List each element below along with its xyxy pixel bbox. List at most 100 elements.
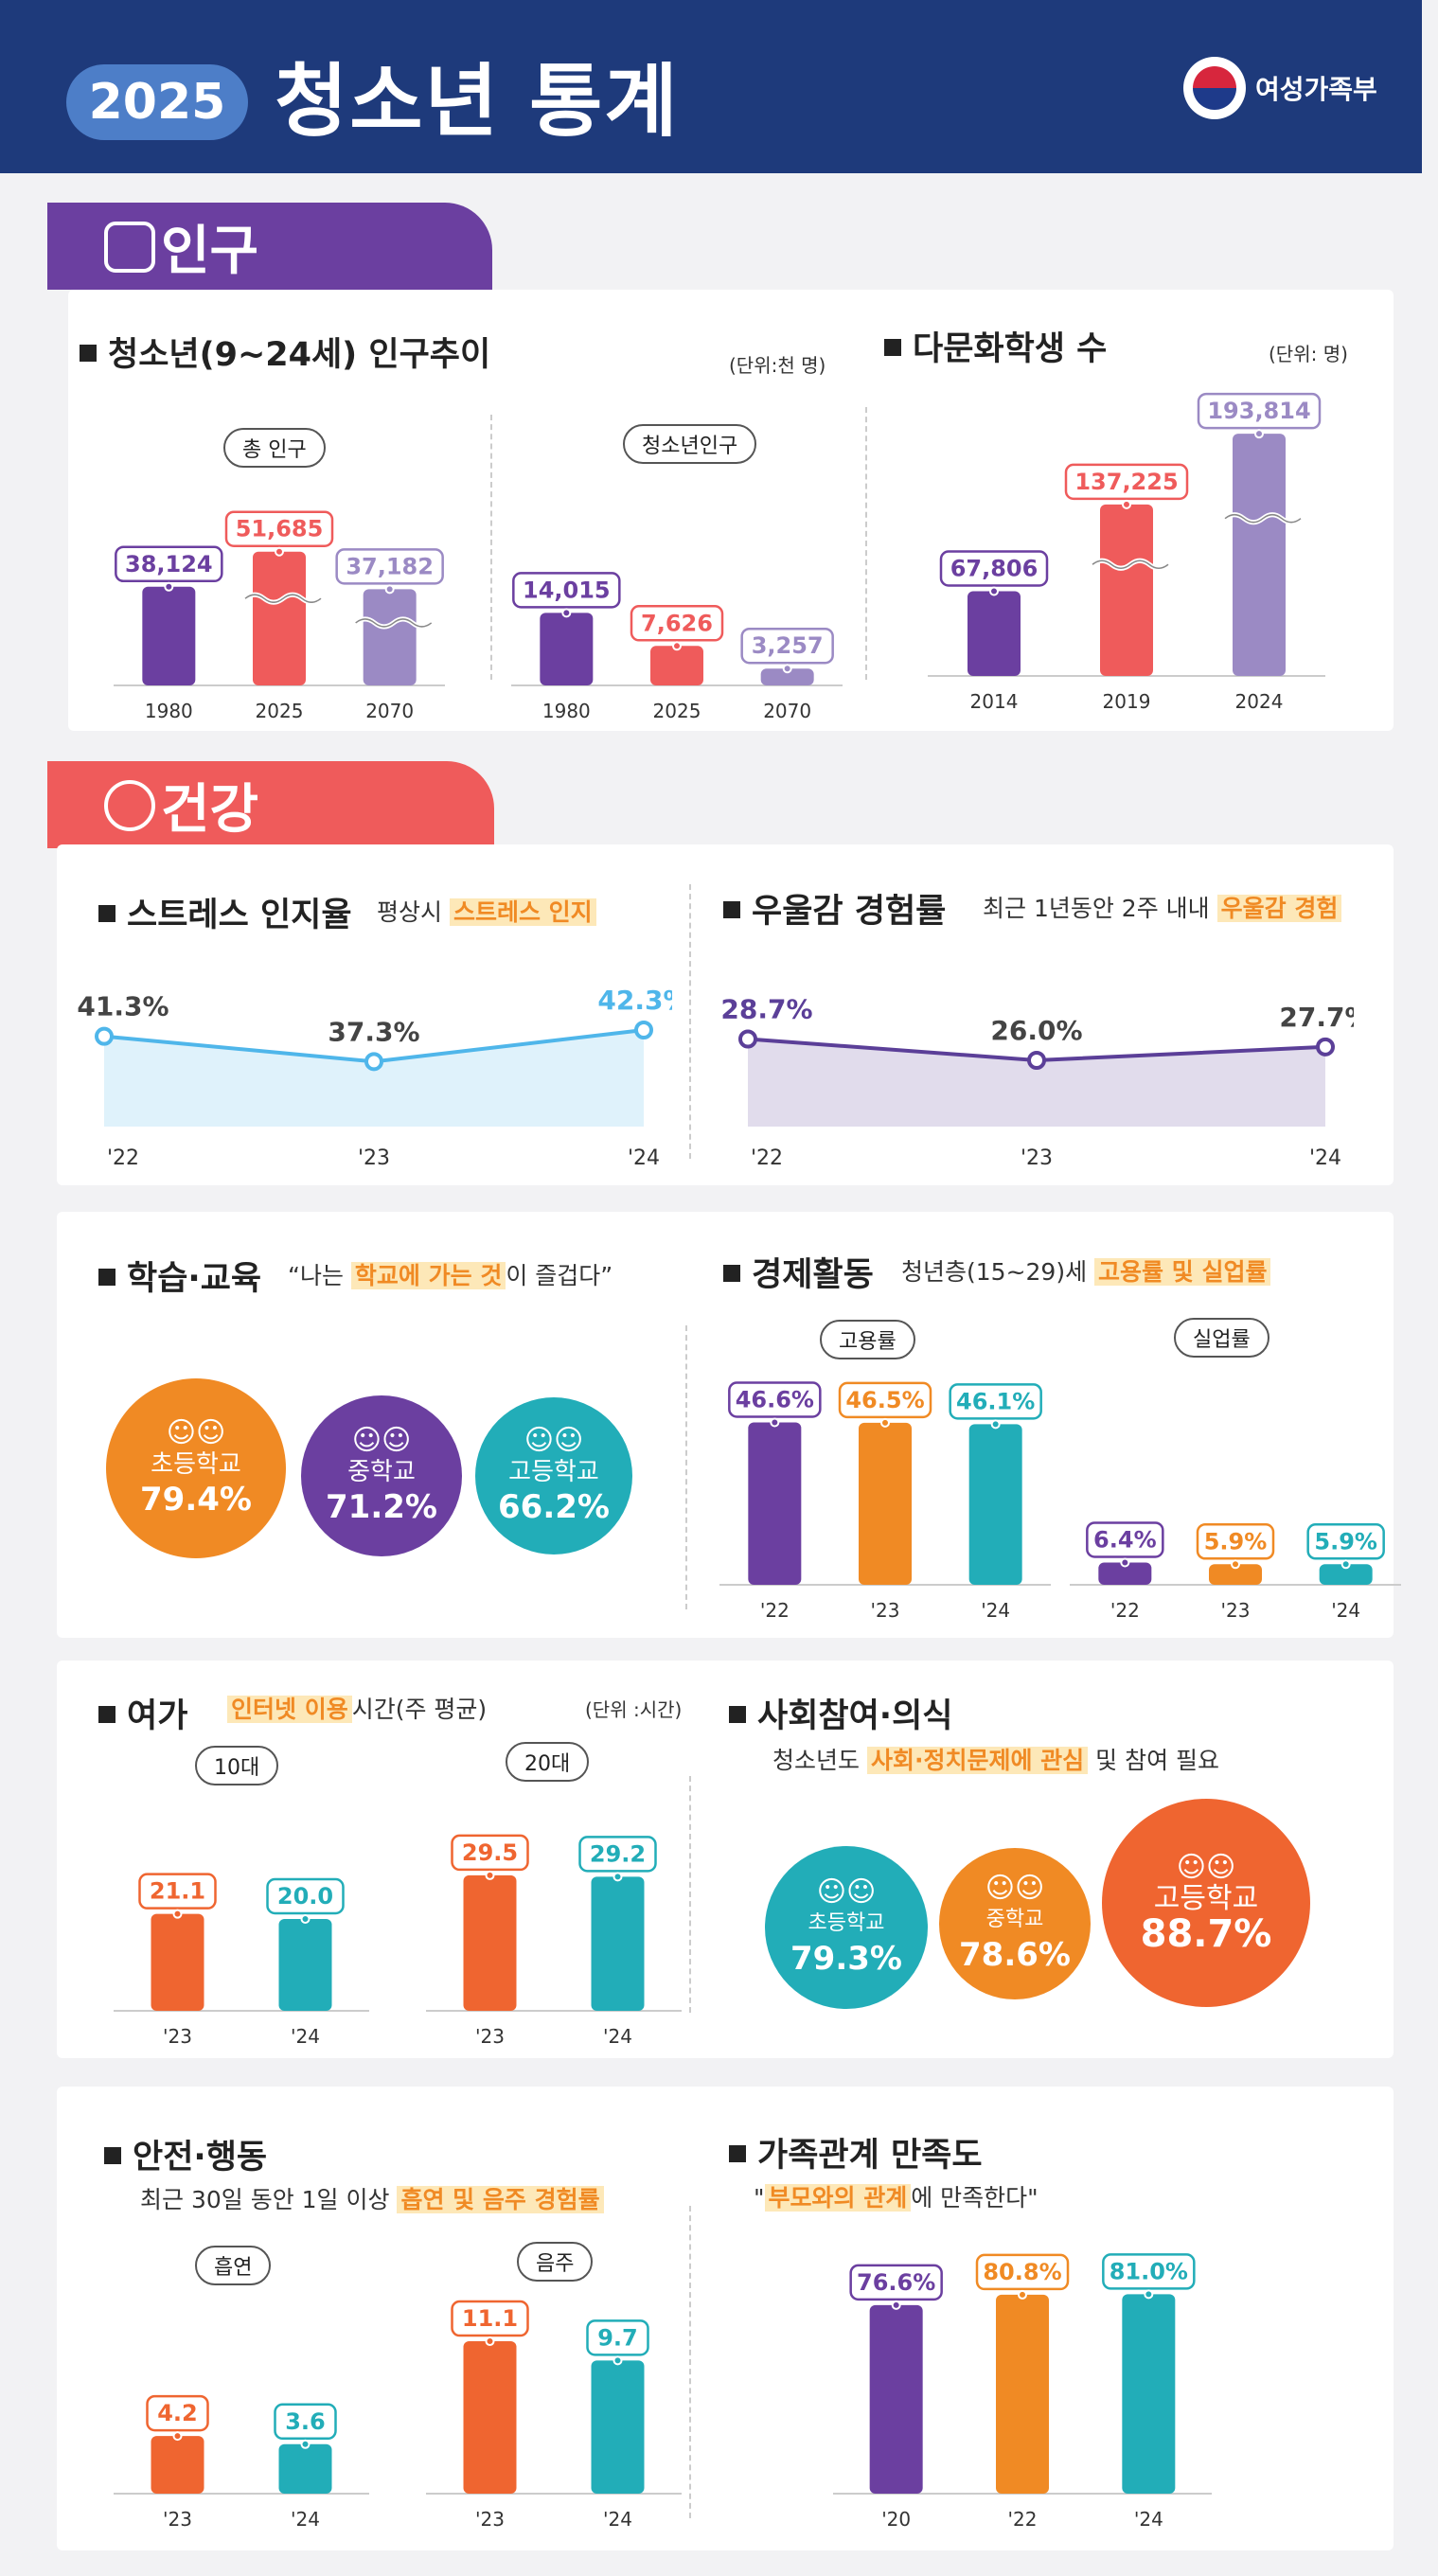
social-elementary-circle: ☺☺ 초등학교 79.3% bbox=[765, 1846, 928, 2009]
data-point bbox=[1316, 1037, 1335, 1057]
bar-marker bbox=[770, 1417, 780, 1428]
bar bbox=[591, 1876, 645, 2011]
data-label-box bbox=[335, 548, 444, 585]
data-label-box bbox=[586, 2319, 649, 2356]
tick-label: '24 bbox=[1331, 1599, 1360, 1622]
tick-label: 1980 bbox=[145, 700, 193, 722]
data-label: 38,124 bbox=[125, 551, 213, 577]
bar-marker bbox=[990, 1419, 1001, 1430]
data-label: 3.6 bbox=[285, 2408, 326, 2435]
data-label-box bbox=[630, 605, 724, 642]
tick-label: '23 bbox=[1021, 1146, 1053, 1170]
bar bbox=[748, 1422, 802, 1585]
data-label-box bbox=[1086, 1521, 1164, 1558]
data-label: 7,626 bbox=[641, 610, 713, 636]
bar bbox=[151, 2436, 204, 2494]
smoking-label: 흡연 bbox=[195, 2246, 272, 2285]
tick-label: '23 bbox=[1221, 1599, 1251, 1622]
education-heading: 학습·교육 bbox=[98, 1252, 261, 1300]
tick-label: 2024 bbox=[1235, 690, 1284, 713]
bar bbox=[869, 2304, 923, 2494]
family-quote: " 부모와의 관계 에 만족한다" bbox=[754, 2184, 1039, 2212]
leisure-heading: 여가 bbox=[98, 1689, 187, 1737]
youth-pop-chart: 14,015 1980 7,626 2025 3,257 2070 bbox=[511, 572, 843, 722]
data-label-box bbox=[740, 627, 834, 665]
bar-marker bbox=[891, 2300, 901, 2310]
tick-label: '24 bbox=[291, 2508, 320, 2531]
section-tab-population: 인구 bbox=[47, 203, 492, 290]
data-label: 42.3% bbox=[597, 985, 672, 1016]
social-heading: 사회참여·의식 bbox=[729, 1689, 953, 1737]
data-label-box bbox=[274, 2403, 337, 2441]
bar bbox=[278, 1919, 332, 2011]
data-label-box bbox=[451, 2300, 529, 2337]
leisure-desc: 인터넷 이용 시간(주 평균) bbox=[227, 1691, 487, 1725]
bar bbox=[1122, 2294, 1176, 2494]
data-label: 51,685 bbox=[236, 516, 324, 542]
youth-pop-heading: 청소년(9~24세) 인구추이 bbox=[80, 328, 490, 376]
data-label-box bbox=[578, 1836, 657, 1873]
bar bbox=[760, 668, 814, 685]
tick-label: '23 bbox=[475, 2508, 505, 2531]
bar-marker bbox=[561, 608, 572, 618]
students-icon: ☺☺ bbox=[1176, 1851, 1236, 1884]
data-point bbox=[634, 1021, 653, 1039]
data-label-box bbox=[266, 1877, 345, 1915]
drinking-label: 음주 bbox=[517, 2242, 594, 2282]
data-label: 3,257 bbox=[752, 632, 824, 659]
edu-elementary-circle: ☺☺ 초등학교 79.4% bbox=[106, 1378, 286, 1558]
bar bbox=[1100, 504, 1153, 676]
twenties-label: 20대 bbox=[506, 1742, 590, 1782]
stress-chart: 41.3% '22 37.3% '23 42.3% '24 bbox=[77, 985, 672, 1170]
data-label: 28.7% bbox=[720, 994, 812, 1025]
data-label-box bbox=[1306, 1523, 1385, 1560]
data-label: 37,182 bbox=[346, 553, 434, 579]
data-point bbox=[364, 1052, 383, 1072]
data-label: 76.6% bbox=[857, 2269, 935, 2296]
bar-marker bbox=[485, 2336, 495, 2347]
bar-marker bbox=[485, 1870, 495, 1880]
tick-label: '24 bbox=[603, 2508, 632, 2531]
data-label: 21.1 bbox=[150, 1878, 205, 1905]
data-label: 9.7 bbox=[597, 2324, 638, 2351]
stress-heading: 스트레스 인지율 bbox=[98, 888, 352, 936]
data-label: 29.5 bbox=[462, 1839, 518, 1866]
tick-label: '23 bbox=[475, 2025, 505, 2048]
bar-marker bbox=[164, 581, 174, 592]
bar bbox=[650, 646, 703, 685]
data-label-box bbox=[451, 1834, 529, 1872]
tick-label: '22 bbox=[1110, 1599, 1140, 1622]
data-label-box bbox=[138, 1873, 217, 1910]
section-tab-health: 건강 bbox=[47, 761, 494, 848]
depression-heading: 우울감 경험률 bbox=[723, 884, 946, 933]
axis-break-mark bbox=[1092, 560, 1169, 570]
bar-marker bbox=[1340, 1559, 1351, 1570]
internet-teens-chart: 21.1 '23 20.0 '24 bbox=[114, 1873, 369, 2048]
bar-marker bbox=[782, 664, 792, 674]
bar-marker bbox=[880, 1417, 890, 1428]
students-icon: ☺☺ bbox=[524, 1424, 584, 1457]
bar bbox=[151, 1913, 204, 2011]
multicultural-heading: 다문화학생 수 bbox=[884, 322, 1107, 370]
area-fill bbox=[748, 1039, 1325, 1127]
tick-label: 2019 bbox=[1103, 690, 1151, 713]
data-point bbox=[1027, 1051, 1046, 1070]
students-icon: ☺☺ bbox=[166, 1416, 226, 1449]
tick-label: 1980 bbox=[542, 700, 591, 722]
tick-label: '22 bbox=[1008, 2508, 1038, 2531]
family-heading: 가족관계 만족도 bbox=[729, 2128, 983, 2176]
heart-puzzle-icon bbox=[104, 780, 155, 831]
data-label-box bbox=[728, 1381, 822, 1418]
data-label: 5.9% bbox=[1314, 1528, 1377, 1554]
edu-high-circle: ☺☺ 고등학교 66.2% bbox=[475, 1397, 632, 1554]
social-high-circle: ☺☺ 고등학교 88.7% bbox=[1102, 1799, 1310, 2007]
data-label: 5.9% bbox=[1204, 1528, 1268, 1554]
leisure-unit: (단위 :시간) bbox=[585, 1698, 683, 1721]
section-title: 건강 bbox=[161, 778, 259, 841]
bar-marker bbox=[1231, 1559, 1240, 1570]
tick-label: '23 bbox=[358, 1146, 390, 1170]
tick-label: '24 bbox=[628, 1146, 660, 1170]
data-label-box bbox=[115, 545, 223, 583]
axis-break-mark bbox=[244, 594, 322, 603]
